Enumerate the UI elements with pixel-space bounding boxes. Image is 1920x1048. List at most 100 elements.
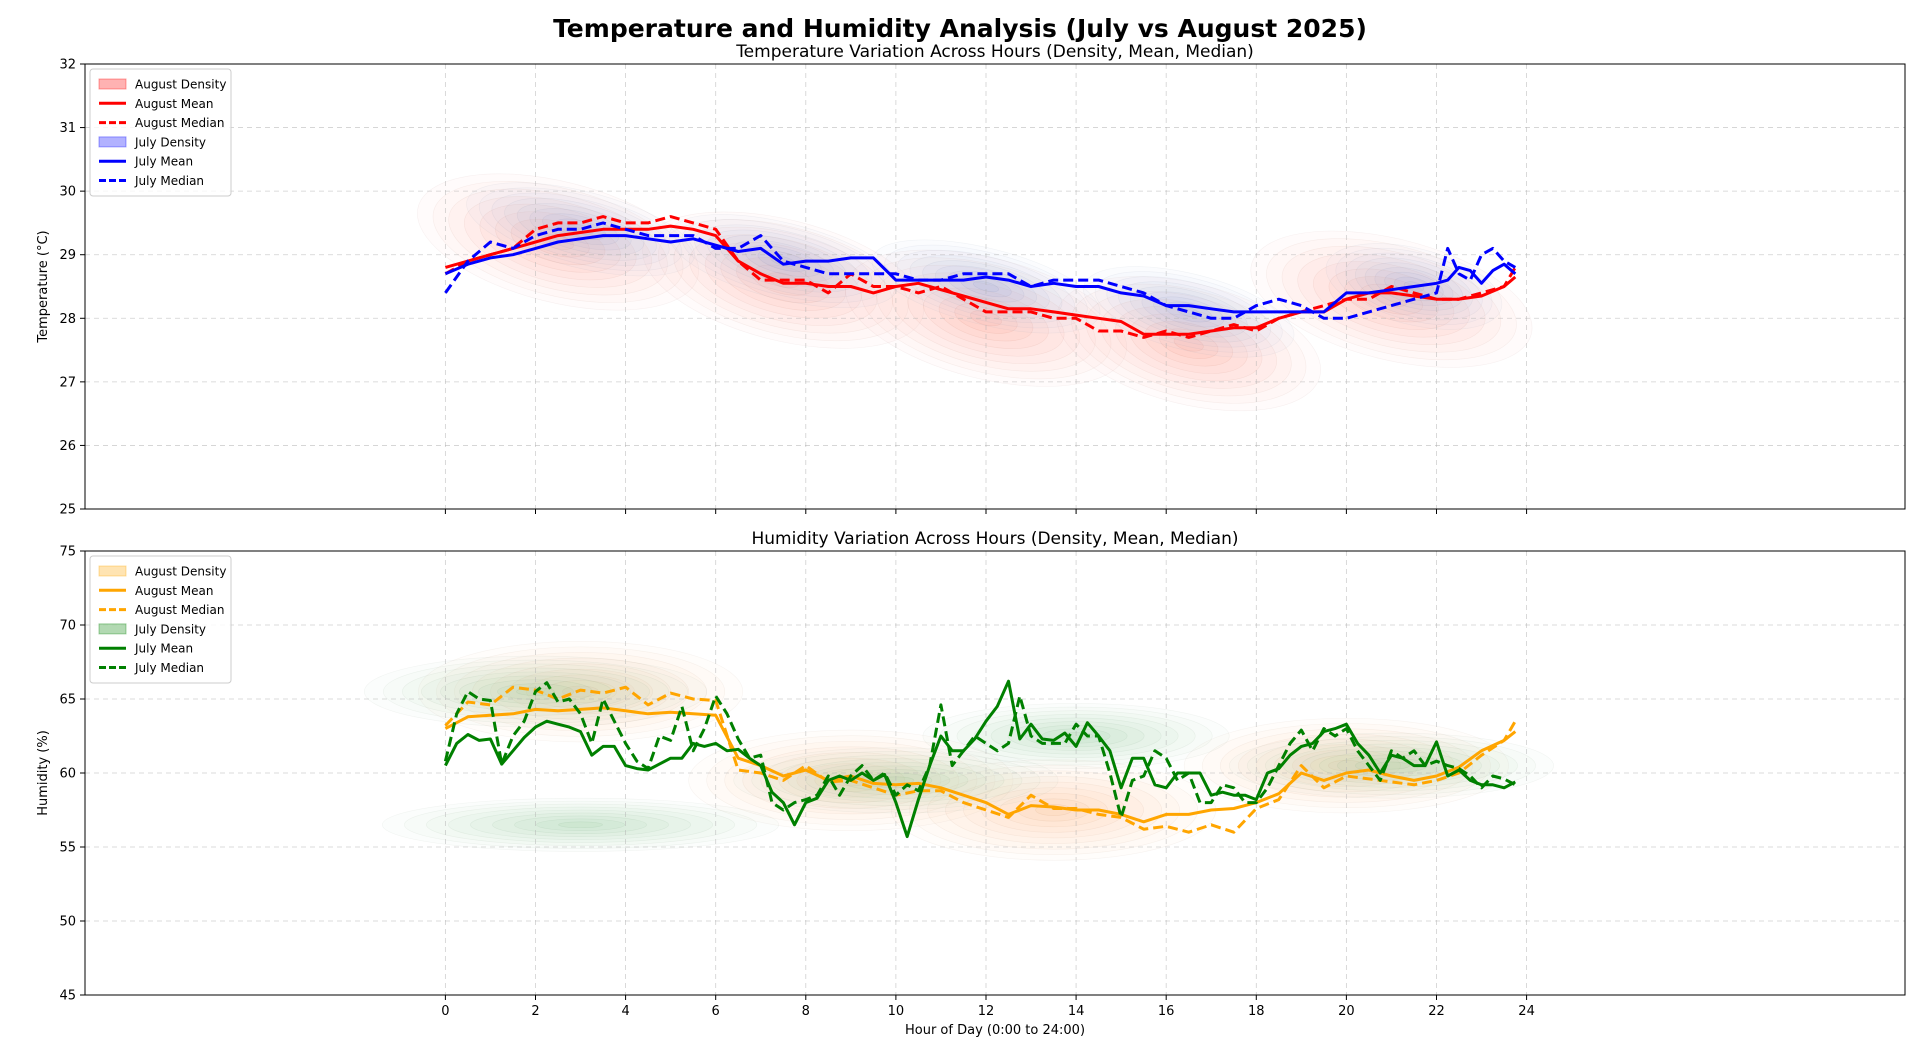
density-contour: [681, 219, 885, 303]
ticks: 25 26 27 28 29 30 31 32: [59, 58, 1528, 518]
legend: August Density August Mean August Median Ju…: [89, 555, 232, 684]
chart-title: Temperature Variation Across Hours (Dens…: [735, 42, 1254, 62]
series-line-august-median: [444, 685, 1517, 834]
legend-label: July Median: [134, 661, 204, 675]
y-tick-label: 75: [59, 545, 76, 560]
density-contour: [514, 815, 647, 834]
y-tick-label: 60: [59, 767, 76, 782]
legend-label: August Mean: [135, 584, 214, 598]
density-contour: [466, 182, 695, 277]
legend-label: July Mean: [134, 642, 193, 656]
chart-panel-2: 0 2 4 6 8 10 12 14 16 18 20 22 2445505560657075Humid…: [36, 529, 1906, 1038]
figure-title: Temperature and Humidity Analysis (July …: [553, 14, 1367, 43]
legend-box: [89, 555, 232, 684]
legend: August Density August Mean August Median Ju…: [89, 68, 232, 197]
x-tick-label: 24: [1518, 1004, 1535, 1019]
density-contour: [382, 797, 780, 852]
y-axis-label: Humidity (%): [36, 730, 51, 816]
density-contour: [1250, 230, 1533, 368]
density-contour: [1266, 238, 1517, 361]
x-tick-label: 20: [1338, 1004, 1355, 1019]
y-tick-label: 25: [59, 503, 76, 518]
y-tick-label: 45: [59, 989, 76, 1004]
y-tick-label: 28: [59, 312, 76, 327]
density-contour: [536, 818, 625, 832]
density-contour: [491, 192, 670, 266]
grid: [85, 550, 1905, 996]
density-contour: [1297, 253, 1486, 345]
legend-label: August Median: [135, 603, 224, 617]
x-axis-label: Hour of Day (0:00 to 24:00): [905, 1023, 1085, 1038]
series-line-august-mean: [444, 706, 1517, 824]
legend-label: July Mean: [134, 155, 193, 169]
x-tick-label: 12: [978, 1004, 995, 1019]
legend-label: July Density: [134, 135, 206, 149]
axes-frame: [84, 63, 1906, 510]
density-contour: [963, 781, 1144, 839]
y-tick-label: 31: [59, 121, 76, 136]
y-tick-label: 55: [59, 841, 76, 856]
density-contour: [973, 281, 999, 292]
y-tick-label: 27: [59, 375, 76, 390]
density-contour: [935, 265, 1037, 308]
series-line-july-mean: [444, 679, 1516, 839]
y-axis-label: Temperature (°C): [36, 230, 51, 343]
y-tick-label: 26: [59, 439, 76, 454]
legend-swatch: [98, 565, 127, 577]
legend-label: August Density: [135, 565, 226, 579]
density-contour: [1281, 245, 1502, 353]
chart-title: Humidity Variation Across Hours (Density…: [752, 529, 1239, 549]
density-contour: [558, 821, 603, 829]
series-lines: [443, 679, 1517, 839]
legend-swatch: [98, 136, 127, 148]
legend-label: August Median: [135, 116, 224, 130]
series-line-july-median: [443, 681, 1516, 819]
y-tick-label: 70: [59, 619, 76, 634]
density-contour: [470, 809, 691, 840]
density-contour: [927, 770, 1181, 850]
x-tick-label: 4: [621, 1004, 629, 1019]
x-tick-label: 16: [1158, 1004, 1175, 1019]
y-tick-label: 32: [59, 58, 76, 73]
series-lines: [444, 215, 1517, 339]
legend-swatch: [98, 623, 127, 635]
density-contour: [884, 244, 1088, 329]
density-contour: [448, 806, 713, 843]
x-tick-label: 18: [1248, 1004, 1265, 1019]
density-contour: [529, 208, 632, 251]
density-contour: [1115, 306, 1263, 382]
density-contour: [426, 803, 736, 846]
x-tick-label: 14: [1068, 1004, 1085, 1019]
density-contour: [504, 197, 657, 261]
y-tick-label: 65: [59, 693, 76, 708]
density-contour: [945, 776, 1162, 844]
legend-label: July Median: [134, 174, 204, 188]
x-tick-label: 0: [441, 1004, 449, 1019]
density-contour: [404, 800, 758, 849]
legend-box: [89, 68, 232, 197]
density-contour: [922, 260, 1050, 313]
series-line-july-mean: [444, 234, 1517, 314]
x-tick-label: 2: [531, 1004, 539, 1019]
y-tick-label: 50: [59, 915, 76, 930]
y-tick-label: 30: [59, 185, 76, 200]
x-tick-label: 6: [712, 1004, 720, 1019]
density-contour: [492, 812, 669, 837]
legend-label: August Mean: [135, 97, 214, 111]
series-line-august-median: [444, 215, 1517, 339]
legend-label: July Density: [134, 622, 206, 636]
density-contour: [909, 255, 1063, 318]
density-contour: [1100, 298, 1277, 389]
density-contour: [909, 764, 1199, 856]
density-contour: [516, 203, 645, 256]
x-tick-label: 22: [1428, 1004, 1445, 1019]
legend-label: August Density: [135, 78, 226, 92]
chart-panel-1: 25 26 27 28 29 30 31 32 Temperature Variation Ac…: [36, 42, 1906, 518]
density-contour: [897, 249, 1075, 324]
y-tick-label: 29: [59, 248, 76, 263]
x-tick-label: 10: [888, 1004, 905, 1019]
legend-swatch: [98, 78, 127, 90]
